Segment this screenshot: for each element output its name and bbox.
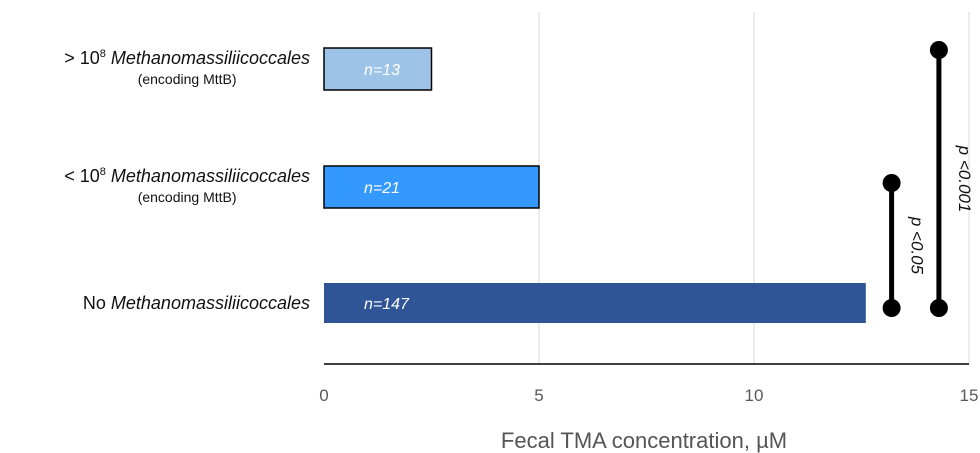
bar (323, 165, 540, 209)
significance-label: p <0.05 (908, 216, 927, 275)
category-prefix: No (82, 293, 106, 313)
significance-label: p <0.001 (955, 145, 974, 213)
x-tick-label: 15 (960, 386, 979, 405)
x-axis-label: Fecal TMA concentration, µM (501, 428, 787, 453)
significance-endpoint (929, 41, 948, 59)
category-exponent: 8 (99, 166, 106, 178)
bar-label: n=21 (364, 180, 400, 197)
bar (323, 47, 433, 91)
bar-label: n=13 (364, 62, 400, 79)
category-label: > 108 Methanomassiliicoccales (encoding M… (64, 47, 310, 89)
category-exponent: 8 (99, 48, 106, 60)
category-label-main: > 108 Methanomassiliicoccales (64, 47, 310, 69)
category-label-main: No Methanomassiliicoccales (83, 292, 310, 314)
category-subtitle: (encoding MttB) (137, 71, 237, 87)
x-tick-labels: 0 5 10 15 (319, 386, 978, 405)
category-label: < 108 Methanomassiliicoccales (encoding M… (64, 165, 310, 207)
category-taxon: Methanomassiliicoccales (110, 166, 310, 186)
category-label: No Methanomassiliicoccales (83, 292, 310, 314)
x-tick-label: 5 (534, 386, 543, 405)
significance-endpoint (882, 299, 901, 317)
category-taxon: Methanomassiliicoccales (110, 293, 310, 313)
category-prefix: > 10 (64, 48, 100, 68)
category-taxon: Methanomassiliicoccales (110, 48, 310, 68)
significance-endpoint (929, 299, 948, 317)
category-subtitle: (encoding MttB) (137, 189, 237, 205)
x-tick-label: 10 (745, 386, 764, 405)
bar-label: n=147 (364, 296, 410, 313)
x-tick-label: 0 (319, 386, 328, 405)
significance-endpoint (882, 174, 901, 192)
bar (324, 283, 866, 323)
category-label-main: < 108 Methanomassiliicoccales (64, 165, 310, 187)
category-prefix: < 10 (64, 166, 100, 186)
significance-markers: p <0.05 p <0.001 (882, 41, 974, 317)
bars: n=13 n=21 n=147 (323, 47, 866, 323)
